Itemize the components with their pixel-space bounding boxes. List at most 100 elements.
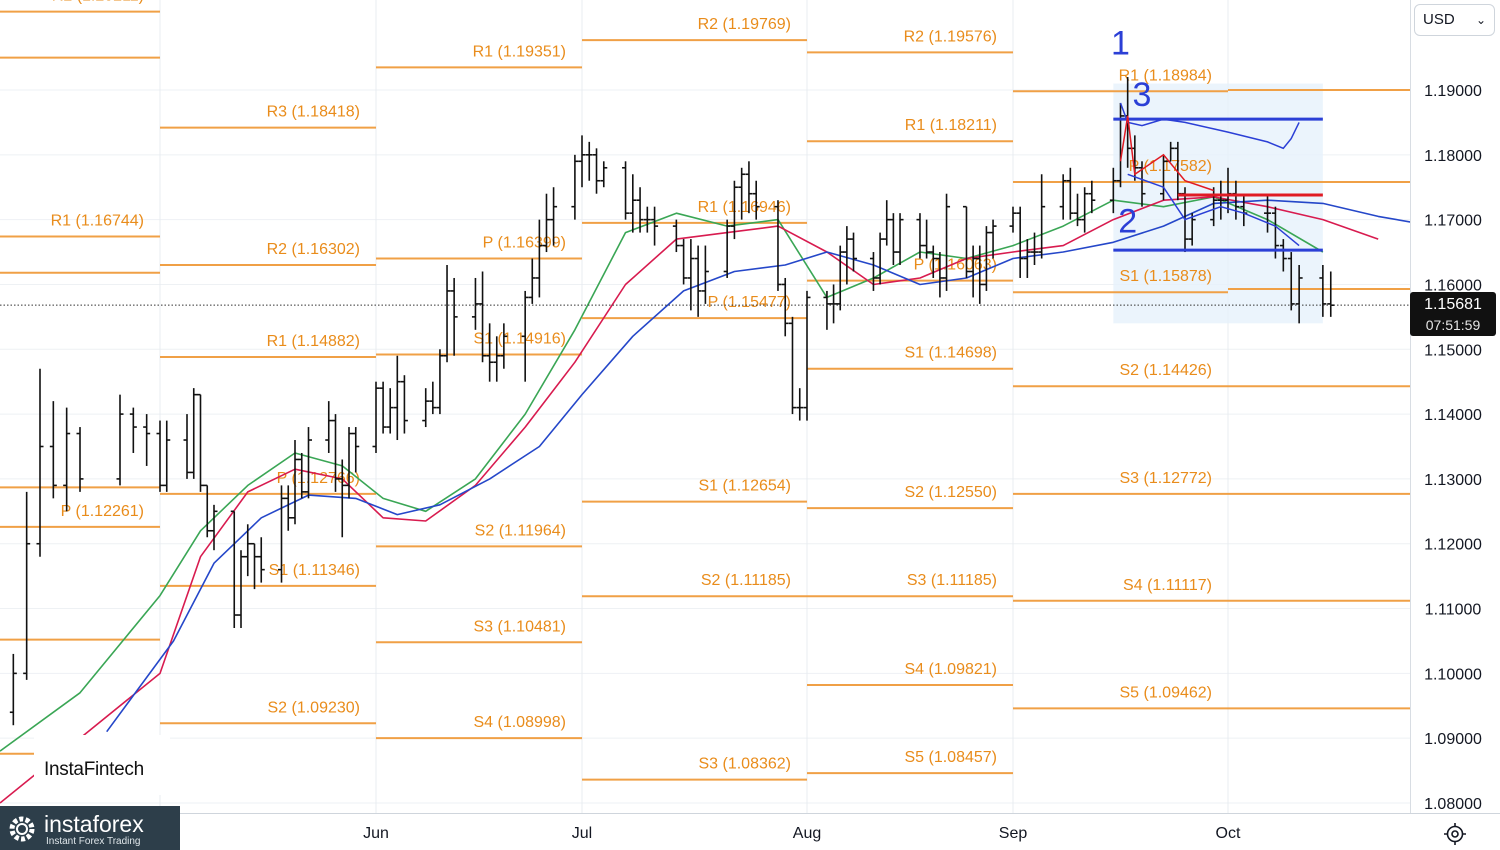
ohlc-bar	[636, 187, 644, 233]
ohlc-bar	[1117, 102, 1124, 188]
pivot-level-label: S2 (1.11964)	[475, 522, 566, 539]
ohlc-bar	[593, 148, 601, 194]
ohlc-bar	[643, 206, 651, 233]
ohlc-bar	[752, 180, 760, 220]
x-axis-labels: MayJunJulAugSepOct	[145, 825, 1241, 842]
ohlc-bar	[1059, 174, 1067, 220]
pivot-level-label: R2 (1.20211)	[52, 0, 144, 5]
ohlc-bar	[393, 355, 401, 441]
ohlc-bar	[305, 427, 312, 499]
pivot-level-label: R1 (1.19351)	[473, 43, 566, 60]
ohlc-bar	[571, 154, 579, 220]
ohlc-bar	[1081, 187, 1089, 233]
ohlc-bar	[578, 135, 586, 188]
ohlc-bar	[528, 258, 536, 304]
ohlc-bar	[1160, 154, 1167, 201]
ohlc-bar	[889, 213, 897, 266]
pivot-level-label: R1 (1.14882)	[267, 333, 360, 350]
ohlc-bar	[386, 388, 394, 434]
ohlc-bar	[869, 252, 877, 291]
ohlc-bar	[1009, 206, 1017, 233]
ohlc-bar	[1264, 193, 1272, 233]
price-bars	[9, 77, 1335, 726]
ohlc-bar	[143, 414, 151, 466]
ohlc-bar	[883, 200, 891, 246]
ohlc-bar	[493, 336, 501, 382]
ohlc-bar	[9, 653, 17, 726]
ohlc-bar	[379, 381, 387, 434]
ohlc-bar	[429, 381, 437, 415]
ohlc-bar	[850, 232, 858, 272]
ohlc-bar	[723, 219, 731, 278]
pivot-level-label: S5 (1.09462)	[1119, 684, 1212, 701]
ohlc-bar	[23, 491, 31, 680]
currency-selector[interactable]: USD ⌄	[1414, 4, 1495, 36]
ohlc-bar	[738, 167, 746, 220]
ohlc-bar	[600, 161, 608, 188]
wave-label: 2	[1118, 203, 1137, 241]
ohlc-bar	[1016, 206, 1024, 278]
ohlc-bar	[129, 407, 137, 453]
pivot-level-label: R1 (1.16946)	[698, 199, 791, 216]
ohlc-bar	[687, 239, 695, 311]
x-axis-tick-label: Aug	[793, 825, 821, 842]
instafintech-logo: InstaFintech	[34, 735, 170, 795]
ohlc-bar	[443, 265, 451, 363]
wave-label: 1	[1111, 24, 1130, 62]
pivot-level-label: R1 (1.18211)	[905, 117, 997, 134]
ohlc-bar	[352, 427, 360, 473]
ohlc-bar	[298, 452, 306, 499]
y-axis-tick-label: 1.13000	[1424, 472, 1482, 489]
ohlc-bar	[1066, 167, 1074, 220]
chevron-down-icon: ⌄	[1475, 13, 1486, 27]
ohlc-bar	[325, 401, 333, 453]
ohlc-bar	[989, 219, 997, 259]
pivot-level-label: S1 (1.11346)	[269, 562, 360, 579]
ohlc-bar	[843, 226, 851, 285]
ohlc-bar	[774, 200, 782, 291]
ohlc-bar	[542, 193, 550, 253]
ohlc-bar	[916, 213, 924, 259]
pivot-level-label: S1 (1.14698)	[904, 345, 997, 362]
ohlc-bar	[1217, 180, 1225, 220]
ohlc-bar	[730, 180, 738, 240]
settings-gear-icon[interactable]	[1441, 820, 1469, 848]
ohlc-bar	[796, 388, 804, 421]
ohlc-bar	[1088, 180, 1096, 214]
y-axis-tick-label: 1.10000	[1424, 666, 1482, 683]
ohlc-bar	[982, 226, 990, 291]
ohlc-bar	[622, 161, 630, 220]
ohlc-bar	[929, 245, 937, 278]
x-axis-border	[0, 813, 1500, 814]
pivot-level-label: S3 (1.08362)	[698, 756, 791, 773]
ohlc-bar	[422, 388, 430, 428]
ohlc-bar	[936, 252, 944, 298]
last-price-badge: 1.15681 07:51:59	[1410, 292, 1496, 336]
price-axis[interactable]: 1.19000 1.18000 1.17000 1.16000 1.15000 1.140…	[1410, 0, 1500, 813]
ohlc-bar	[976, 245, 984, 304]
ohlc-bar	[479, 271, 487, 363]
ohlc-bar	[156, 420, 164, 492]
ohlc-bar	[651, 206, 659, 246]
ohlc-bar	[1287, 252, 1295, 311]
ohlc-bar	[745, 161, 753, 214]
pivot-level-label: S3 (1.10481)	[473, 618, 566, 635]
pivot-level-label: S2 (1.09230)	[267, 699, 360, 716]
ohlc-bar	[372, 381, 380, 453]
x-axis-tick-label: Jul	[572, 825, 592, 842]
ohlc-bar	[1038, 174, 1046, 259]
ohlc-bar	[1279, 239, 1287, 272]
ohlc-bar	[585, 141, 593, 181]
pivot-level-label: S3 (1.11185)	[907, 572, 997, 589]
ohlc-bar	[244, 524, 252, 577]
pivot-level-label: R2 (1.19576)	[904, 28, 997, 45]
y-axis-tick-label: 1.09000	[1424, 731, 1482, 748]
y-axis-tick-label: 1.18000	[1424, 148, 1482, 165]
ohlc-bar	[803, 290, 811, 421]
ohlc-bar	[230, 510, 238, 628]
ohlc-bar	[400, 375, 408, 434]
ohlc-bar	[190, 388, 198, 479]
ohlc-bar	[830, 284, 838, 324]
ohlc-bar	[1327, 271, 1335, 317]
